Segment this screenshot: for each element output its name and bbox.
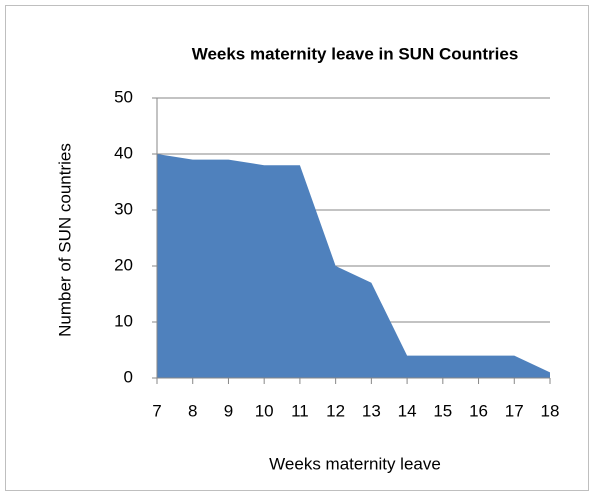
y-axis-label: Number of SUN countries	[55, 143, 74, 337]
y-tick-label: 20	[114, 255, 133, 274]
y-tick-label: 10	[114, 311, 133, 330]
x-tick-label: 7	[152, 401, 161, 420]
x-tick-label: 15	[433, 401, 452, 420]
x-tick-label: 11	[291, 401, 309, 420]
x-tick-label: 16	[469, 401, 488, 420]
x-axis-label: Weeks maternity leave	[269, 454, 441, 473]
chart-title: Weeks maternity leave in SUN Countries	[192, 44, 519, 63]
x-tick-label: 12	[326, 401, 345, 420]
y-tick-label: 0	[124, 367, 133, 386]
x-tick-label: 9	[224, 401, 233, 420]
area	[157, 154, 550, 378]
x-tick-label: 13	[362, 401, 381, 420]
y-tick-label: 40	[114, 143, 133, 162]
x-tick-label: 17	[505, 401, 524, 420]
x-tick-label: 10	[255, 401, 274, 420]
x-tick-label: 8	[188, 401, 197, 420]
y-tick-label: 50	[114, 87, 133, 106]
x-tick-label: 14	[398, 401, 417, 420]
x-tick-label: 18	[541, 401, 560, 420]
y-tick-label: 30	[114, 199, 133, 218]
